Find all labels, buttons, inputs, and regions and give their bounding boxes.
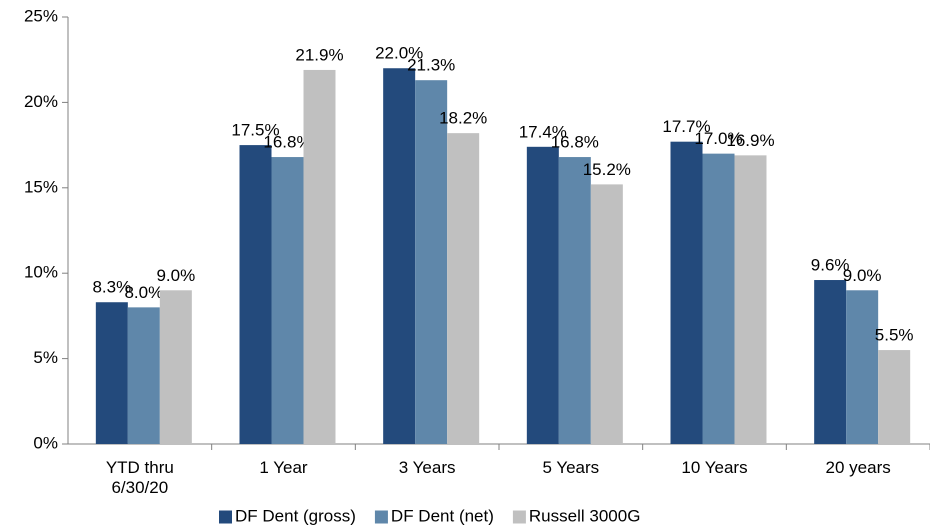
x-tick-label: 5 Years: [542, 458, 600, 477]
x-tick-label: 10 Years: [681, 458, 748, 477]
bar: [526, 146, 559, 445]
bar: [239, 145, 272, 444]
y-tick-label: 15%: [24, 177, 58, 196]
y-tick-label: 0%: [33, 433, 58, 452]
data-label: 17.4%: [519, 122, 567, 141]
legend-label: Russell 3000G: [529, 506, 641, 525]
bar: [159, 290, 192, 444]
bar: [127, 307, 160, 444]
data-label: 9.6%: [811, 256, 850, 275]
bar: [95, 302, 128, 444]
bar: [303, 69, 336, 444]
data-label: 16.8%: [551, 133, 599, 152]
y-tick-label: 5%: [33, 348, 58, 367]
bar: [447, 133, 480, 445]
bar: [271, 157, 304, 444]
data-label: 16.9%: [726, 131, 774, 150]
data-label: 21.3%: [407, 56, 455, 75]
bar: [670, 141, 703, 444]
x-tick-label: 1 Year: [259, 458, 308, 477]
x-tick-label: YTD thru 6/30/20: [105, 458, 174, 497]
x-tick-label: 3 Years: [398, 458, 456, 477]
data-label: 17.0%: [694, 129, 742, 148]
bar: [878, 350, 911, 444]
legend-swatch: [512, 510, 526, 524]
data-label: 17.7%: [662, 117, 710, 136]
data-label: 21.9%: [295, 45, 343, 64]
data-label: 8.3%: [92, 278, 131, 297]
y-tick-label: 20%: [24, 92, 58, 111]
legend-label: DF Dent (gross): [235, 506, 356, 525]
data-label: 9.0%: [843, 266, 882, 285]
x-tick-label: 20 years: [825, 458, 891, 477]
bar: [415, 80, 448, 445]
data-label: 16.8%: [263, 133, 311, 152]
bar: [558, 157, 591, 444]
bar: [734, 155, 767, 444]
data-label: 22.0%: [375, 44, 423, 63]
y-tick-label: 10%: [24, 263, 58, 282]
data-label: 17.5%: [231, 121, 279, 140]
bar: [702, 153, 735, 444]
legend-label: DF Dent (net): [391, 506, 494, 525]
bar: [814, 280, 847, 444]
data-label: 5.5%: [875, 326, 914, 345]
data-label: 15.2%: [583, 160, 631, 179]
bar: [846, 290, 879, 444]
legend-swatch: [219, 510, 232, 524]
legend-swatch: [374, 510, 388, 524]
data-label: 8.0%: [124, 283, 163, 302]
data-label: 9.0%: [156, 266, 195, 285]
bar: [590, 184, 623, 444]
bar: [383, 68, 416, 445]
data-label: 18.2%: [439, 109, 487, 128]
y-tick-label: 25%: [24, 6, 58, 25]
